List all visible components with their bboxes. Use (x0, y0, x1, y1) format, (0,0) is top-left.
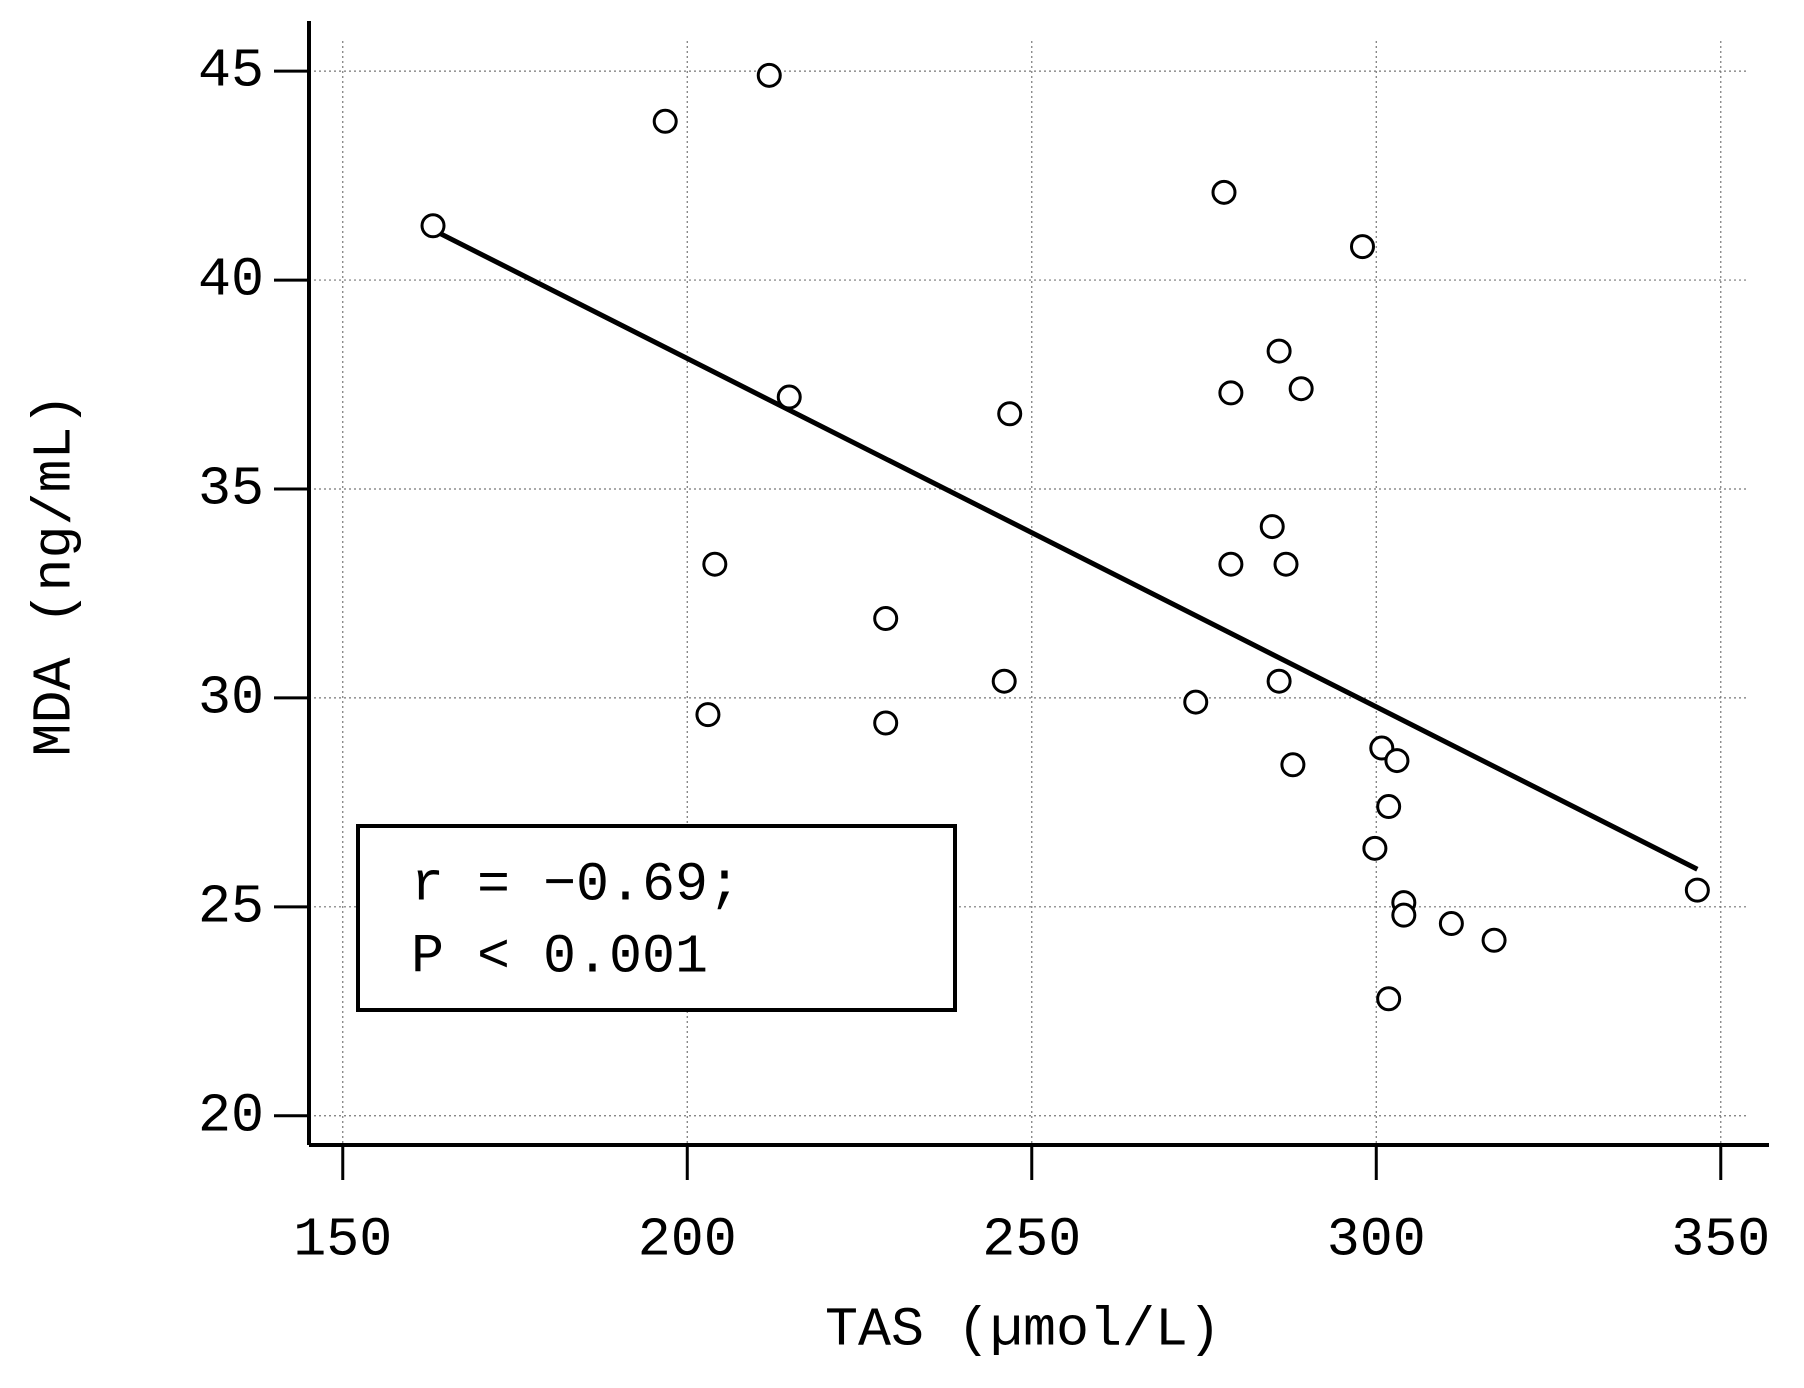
y-tick-label: 30 (198, 666, 264, 729)
point (776, 384, 802, 410)
point (1211, 179, 1237, 205)
point (1218, 551, 1244, 577)
point (1481, 927, 1507, 953)
y-tick-label: 40 (198, 249, 264, 312)
point (1218, 380, 1244, 406)
point (756, 62, 782, 88)
annotation: r = −0.69; (411, 854, 741, 917)
point (997, 401, 1023, 427)
point (1266, 338, 1292, 364)
x-axis-title: TAS (µmol/L) (825, 1299, 1221, 1362)
point (1684, 877, 1710, 903)
point (695, 702, 721, 728)
trend-line (431, 227, 1699, 872)
point (1391, 902, 1417, 928)
x-tick-label: 250 (982, 1209, 1081, 1272)
annotation-box (356, 824, 957, 1012)
x-tick-label: 350 (1671, 1209, 1770, 1272)
point (1266, 668, 1292, 694)
point (1288, 376, 1314, 402)
point (1183, 689, 1209, 715)
point (1349, 234, 1375, 260)
point (420, 213, 446, 239)
x-tick-label: 150 (293, 1209, 392, 1272)
point (1280, 752, 1306, 778)
point (991, 668, 1017, 694)
point (873, 606, 899, 632)
point (652, 108, 678, 134)
y-tick-label: 45 (198, 40, 264, 103)
point (873, 710, 899, 736)
point (702, 551, 728, 577)
point (1362, 835, 1388, 861)
y-tick-label: 25 (198, 875, 264, 938)
y-tick-label: 20 (198, 1084, 264, 1147)
annotation: P < 0.001 (411, 926, 708, 989)
point (1259, 514, 1285, 540)
y-tick-label: 35 (198, 458, 264, 521)
y-axis-title: MDA (ng/mL) (24, 393, 87, 756)
point (1376, 794, 1402, 820)
point (1438, 911, 1464, 937)
x-tick-label: 300 (1327, 1209, 1426, 1272)
point (1384, 748, 1410, 774)
point (1273, 551, 1299, 577)
x-tick-label: 200 (638, 1209, 737, 1272)
point (1376, 986, 1402, 1012)
